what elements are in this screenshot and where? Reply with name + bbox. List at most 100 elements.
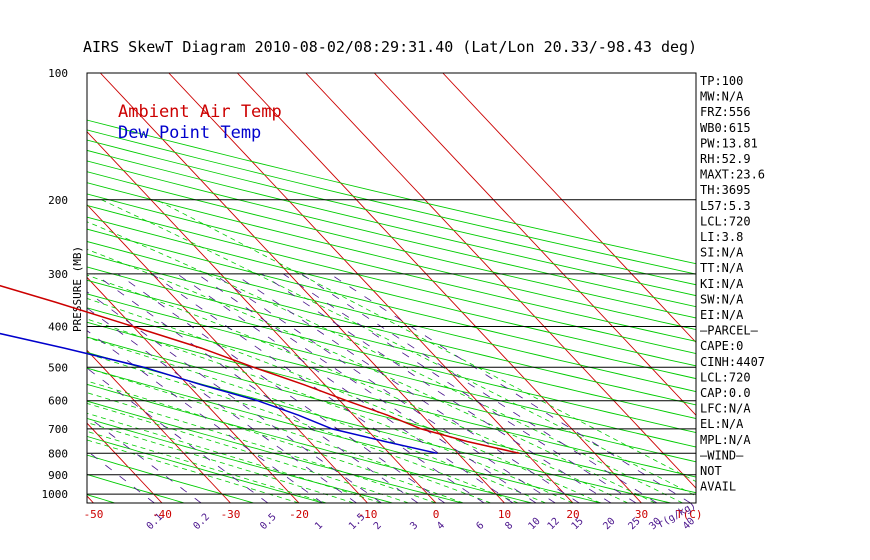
mixing-ratio-line bbox=[87, 450, 155, 503]
mixing-ratio-line bbox=[87, 367, 269, 503]
isotherm-line bbox=[442, 73, 696, 344]
mixing-ratio-tick-label: 8 bbox=[503, 520, 515, 532]
mixing-ratio-tick-label: 1 bbox=[313, 520, 325, 532]
dry-adiabat-line bbox=[87, 367, 602, 503]
dry-adiabat-line bbox=[87, 119, 696, 265]
mixing-ratio-tick-label: 4 bbox=[435, 520, 447, 532]
dry-adiabat-line bbox=[87, 494, 116, 503]
dewpoint-profile-line bbox=[0, 332, 438, 455]
stat-item: TT:N/A bbox=[700, 261, 744, 275]
isotherm-line bbox=[87, 276, 300, 503]
stat-item: CINH:4407 bbox=[700, 355, 765, 369]
mixing-ratio-tick-label: 6 bbox=[474, 520, 486, 532]
dry-adiabat-line bbox=[87, 182, 696, 331]
stat-item: EI:N/A bbox=[700, 308, 744, 322]
dry-adiabat-line bbox=[87, 351, 671, 503]
mixing-ratio-line bbox=[87, 415, 202, 503]
plot-frame bbox=[86, 72, 697, 504]
moist-adiabat-line bbox=[87, 221, 683, 503]
moist-adiabat-line bbox=[87, 297, 601, 503]
mixing-ratio-tick-label: 3 bbox=[408, 520, 420, 532]
isotherm-line bbox=[87, 422, 163, 503]
moist-adiabat-line bbox=[87, 337, 546, 503]
bottom-temp-tick-label: -30 bbox=[221, 508, 241, 521]
isotherm-line bbox=[87, 131, 437, 503]
bottom-temp-tick-label: 10 bbox=[498, 508, 511, 521]
mixing-ratio-line bbox=[196, 273, 537, 503]
bottom-temp-tick-label: -10 bbox=[358, 508, 378, 521]
dry-adiabat-line bbox=[87, 253, 696, 406]
stat-item: CAPE:0 bbox=[700, 339, 743, 353]
dry-adiabat-line bbox=[87, 307, 696, 463]
dry-adiabat-line bbox=[87, 193, 696, 342]
stat-item: CAP:0.0 bbox=[700, 386, 751, 400]
mixing-ratio-line bbox=[234, 273, 580, 503]
stat-item: LCL:720 bbox=[700, 214, 751, 228]
mixing-ratio-line bbox=[213, 273, 556, 503]
chart-title: AIRS SkewT Diagram 2010-08-02/08:29:31.4… bbox=[83, 38, 697, 56]
isotherm-line bbox=[99, 73, 505, 503]
stat-item: L57:5.3 bbox=[700, 199, 751, 213]
mixing-ratio-line bbox=[87, 291, 382, 503]
legend-dew-point-temp: Dew Point Temp bbox=[118, 123, 261, 143]
moist-adiabat-line bbox=[87, 318, 574, 503]
mixing-ratio-line bbox=[87, 307, 357, 503]
dry-adiabat-line bbox=[87, 160, 696, 308]
dry-adiabat-line bbox=[87, 241, 696, 393]
dry-adiabat-line bbox=[87, 228, 696, 380]
moist-adiabat-line bbox=[87, 430, 327, 503]
pressure-tick-label: 200 bbox=[48, 194, 68, 207]
pressure-tick-label: 300 bbox=[48, 268, 68, 281]
stat-item: MAXT:23.6 bbox=[700, 168, 765, 182]
stat-item: TP:100 bbox=[700, 74, 743, 88]
isotherm-line bbox=[305, 73, 696, 489]
pressure-tick-label: 400 bbox=[48, 321, 68, 334]
stat-item: MW:N/A bbox=[700, 90, 744, 104]
stat-item: LCL:720 bbox=[700, 370, 751, 384]
bottom-temp-tick-label: 0 bbox=[433, 508, 440, 521]
bottom-temp-tick-label: 30 bbox=[635, 508, 648, 521]
pressure-tick-label: 100 bbox=[48, 67, 68, 80]
isotherm-line bbox=[0, 73, 25, 503]
stat-item: —WIND— bbox=[700, 448, 744, 462]
mixing-ratio-line bbox=[301, 273, 658, 503]
pressure-tick-label: 500 bbox=[48, 361, 68, 374]
mixing-ratio-line bbox=[117, 273, 446, 503]
mixing-ratio-line bbox=[176, 273, 514, 503]
moist-adiabat-line bbox=[87, 422, 354, 503]
stat-item: SI:N/A bbox=[700, 246, 744, 260]
dry-adiabat-line bbox=[87, 171, 696, 319]
dry-adiabat-line bbox=[87, 266, 696, 420]
dry-adiabat-line bbox=[87, 139, 696, 286]
bottom-temp-tick-label: -20 bbox=[289, 508, 309, 521]
stat-item: LI:3.8 bbox=[700, 230, 743, 244]
mixing-ratio-tick-label: 12 bbox=[546, 516, 562, 532]
moist-adiabat-line bbox=[87, 439, 300, 503]
bottom-temp-tick-label: 20 bbox=[566, 508, 579, 521]
mixing-ratio-tick-label: 0.2 bbox=[191, 512, 212, 533]
moist-adiabat-line bbox=[87, 367, 491, 503]
bottom-temp-tick-label: -40 bbox=[152, 508, 172, 521]
moist-adiabat-line bbox=[87, 380, 464, 503]
isotherm-line bbox=[373, 73, 696, 416]
mixing-ratio-line bbox=[151, 273, 485, 503]
pressure-tick-label: 800 bbox=[48, 447, 68, 460]
legend-ambient-air-temp: Ambient Air Temp bbox=[118, 102, 282, 122]
dry-adiabat-line bbox=[87, 149, 696, 297]
dry-adiabat-line bbox=[87, 454, 255, 503]
pressure-tick-label: 700 bbox=[48, 423, 68, 436]
dry-adiabat-line bbox=[87, 418, 393, 503]
stat-item: KI:N/A bbox=[700, 277, 744, 291]
mixing-ratio-line bbox=[87, 330, 323, 503]
mixing-ratio-line bbox=[329, 273, 691, 503]
mixing-ratio-tick-label: 2 bbox=[372, 520, 384, 532]
stat-item: RH:52.9 bbox=[700, 152, 751, 166]
mixing-ratio-line bbox=[94, 273, 419, 503]
stat-item: PW:13.81 bbox=[700, 136, 758, 150]
temperature-profile-line bbox=[0, 284, 520, 455]
stat-item: EL:N/A bbox=[700, 417, 744, 431]
mixing-ratio-tick-label: 20 bbox=[601, 516, 617, 532]
moist-adiabat-line bbox=[156, 199, 696, 483]
dry-adiabat-line bbox=[87, 336, 696, 494]
